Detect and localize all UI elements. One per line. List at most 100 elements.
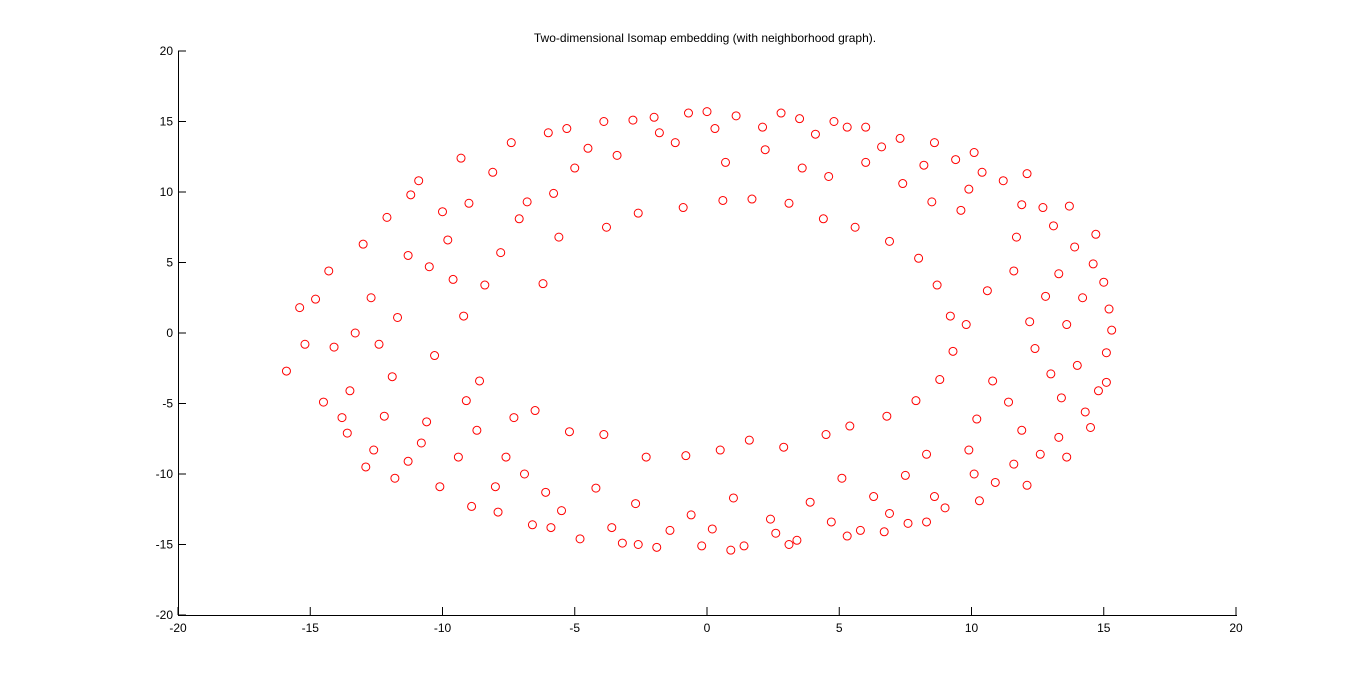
data-point	[974, 496, 984, 506]
data-point	[461, 396, 471, 406]
data-point	[760, 145, 770, 155]
data-point	[879, 527, 889, 537]
data-point	[665, 525, 675, 535]
data-point	[795, 114, 805, 124]
data-point	[932, 280, 942, 290]
data-point	[467, 501, 477, 511]
data-point	[1025, 317, 1035, 327]
data-point	[345, 386, 355, 396]
x-tick-label: -5	[569, 621, 580, 635]
y-tick-label: 0	[166, 326, 173, 340]
data-point	[557, 506, 567, 516]
data-point	[1038, 203, 1048, 213]
data-point	[792, 535, 802, 545]
data-point	[514, 214, 524, 224]
data-point	[972, 414, 982, 424]
data-point	[855, 525, 865, 535]
data-point	[1011, 232, 1021, 242]
data-point	[837, 473, 847, 483]
data-point	[538, 279, 548, 289]
data-point	[342, 428, 352, 438]
data-point	[721, 157, 731, 167]
data-point	[1078, 293, 1088, 303]
data-point	[1107, 325, 1117, 335]
data-point	[641, 452, 651, 462]
data-point	[562, 124, 572, 134]
data-point	[707, 524, 717, 534]
data-point	[430, 351, 440, 361]
data-point	[654, 128, 664, 138]
data-point	[900, 470, 910, 480]
data-point	[702, 107, 712, 117]
data-point	[718, 195, 728, 205]
data-point	[919, 160, 929, 170]
data-point	[1062, 320, 1072, 330]
x-tick-label: 15	[1097, 621, 1111, 635]
data-point	[715, 445, 725, 455]
x-tick-label: 5	[836, 621, 843, 635]
x-tick-label: -10	[434, 621, 452, 635]
data-point	[1062, 452, 1072, 462]
data-point	[898, 179, 908, 189]
data-point	[990, 477, 1000, 487]
data-point	[649, 112, 659, 122]
data-point	[818, 214, 828, 224]
data-point	[1088, 259, 1098, 269]
data-point	[575, 534, 585, 544]
data-point	[501, 452, 511, 462]
data-point	[438, 207, 447, 217]
data-point	[969, 148, 979, 158]
data-point	[850, 222, 860, 232]
data-point	[1080, 407, 1090, 417]
data-point	[784, 540, 794, 549]
data-point	[911, 396, 921, 406]
y-tick-label: -20	[156, 608, 174, 622]
data-point	[591, 483, 601, 493]
data-point	[506, 138, 516, 148]
data-point	[914, 253, 924, 263]
data-point	[797, 163, 807, 173]
data-point	[1035, 449, 1045, 459]
data-point	[1046, 369, 1056, 379]
data-point	[490, 482, 500, 492]
data-point	[784, 198, 794, 208]
data-point	[435, 482, 445, 492]
data-point	[739, 541, 749, 551]
data-point	[824, 171, 834, 181]
data-point	[1022, 169, 1032, 179]
data-point	[652, 542, 662, 552]
data-point	[599, 117, 609, 126]
data-point	[350, 328, 360, 338]
data-point	[422, 417, 432, 427]
data-point	[969, 469, 979, 479]
y-tick-label: 5	[166, 256, 173, 270]
data-point	[861, 157, 871, 167]
x-tick-label: 20	[1229, 621, 1243, 635]
data-point	[1101, 377, 1111, 387]
x-ticks: -20 -15 -10 -5 0 5 10 15 20	[169, 607, 1243, 635]
data-point	[758, 122, 768, 132]
data-point	[731, 111, 741, 121]
data-point	[826, 517, 836, 527]
data-point	[493, 507, 503, 517]
data-point	[1009, 266, 1019, 276]
data-point	[927, 197, 937, 207]
data-point	[480, 280, 490, 290]
data-point	[527, 520, 537, 530]
data-point	[628, 115, 638, 125]
y-tick-label: 10	[160, 185, 174, 199]
data-point	[472, 425, 482, 435]
data-point	[877, 142, 887, 152]
data-point	[379, 411, 389, 421]
data-point	[453, 452, 463, 462]
data-point	[554, 232, 564, 242]
data-point	[829, 117, 839, 126]
data-point	[988, 376, 998, 386]
data-point	[543, 128, 553, 138]
data-point	[403, 250, 413, 260]
x-tick-label: -20	[169, 621, 187, 635]
data-point	[1041, 291, 1051, 301]
data-point	[821, 430, 831, 440]
data-point	[546, 523, 556, 533]
